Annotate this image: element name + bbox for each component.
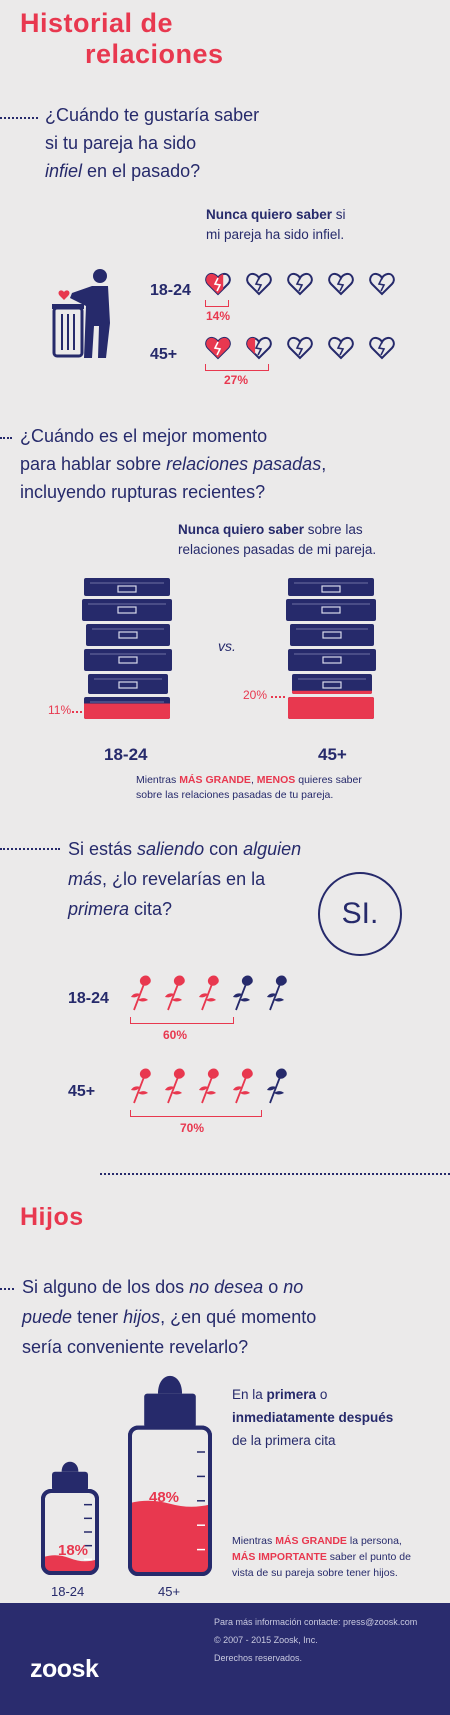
rose-icon xyxy=(233,1068,253,1104)
answer-badge: SI. xyxy=(318,872,402,956)
baby-bottle-18-24 xyxy=(41,1461,99,1575)
broken-heart-icon xyxy=(369,272,395,296)
rose-row-18-24 xyxy=(128,972,298,1017)
title-line-1: Historial de xyxy=(20,8,174,38)
hijos-footnote: Mientras MÁS GRANDE la persona, MÁS IMPO… xyxy=(232,1535,411,1579)
rose-row-45-plus xyxy=(128,1065,298,1110)
rose-icon xyxy=(131,975,151,1011)
footer: zoosk Para más información contacte: pre… xyxy=(0,1603,450,1715)
heart-row-18-24 xyxy=(205,272,410,301)
person-throwing-heart-icon xyxy=(52,269,110,358)
suitcase-icon xyxy=(88,674,168,694)
broken-heart-icon xyxy=(246,272,272,296)
rose-icon xyxy=(165,1068,185,1104)
percent-label: 18% xyxy=(58,1542,89,1559)
baby-bottle-45-plus xyxy=(128,1375,212,1576)
percent-label: 48% xyxy=(149,1489,180,1506)
q3-question: Si estás saliendo con alguien más, ¿lo r… xyxy=(68,839,302,919)
age-label-18-24: 18-24 xyxy=(68,990,109,1007)
age-label-18-24: 18-24 xyxy=(51,1584,85,1599)
zoosk-logo[interactable]: zoosk xyxy=(30,1655,99,1683)
suitcase-stack-45-plus xyxy=(286,578,376,719)
age-label-45-plus: 45+ xyxy=(158,1584,181,1599)
broken-heart-icon xyxy=(328,336,354,360)
suitcase-icon xyxy=(86,624,170,646)
percent-bracket xyxy=(205,364,269,371)
section-divider xyxy=(0,437,12,439)
broken-heart-icon xyxy=(328,272,354,296)
q2-footnote: Mientras MÁS GRANDE, MENOS quieres saber… xyxy=(136,774,362,801)
suitcase-icon xyxy=(286,599,376,621)
section-divider xyxy=(0,848,60,850)
percent-label: 27% xyxy=(224,373,249,387)
rose-icon xyxy=(131,1068,151,1104)
section-divider xyxy=(0,117,38,119)
broken-heart-icon xyxy=(246,336,272,360)
q2-question: ¿Cuándo es el mejor momento para hablar … xyxy=(20,426,327,502)
section-divider xyxy=(100,1173,450,1175)
broken-heart-icon xyxy=(205,272,231,296)
page-title: Historial de relaciones xyxy=(20,8,224,70)
heart-row-45-plus xyxy=(205,336,410,365)
percent-label: 60% xyxy=(163,1028,188,1042)
percent-bracket xyxy=(205,300,229,307)
age-label-18-24: 18-24 xyxy=(104,745,148,764)
footer-info: Para más información contacte: press@zoo… xyxy=(214,1617,418,1663)
percent-label: 20% xyxy=(243,688,268,702)
section-title-hijos: Hijos xyxy=(20,1203,84,1231)
broken-heart-icon xyxy=(287,336,313,360)
rose-icon xyxy=(267,975,287,1011)
suitcase-icon xyxy=(82,599,172,621)
section-divider xyxy=(0,1288,14,1290)
versus-label: vs. xyxy=(218,638,236,654)
q1-note: Nunca quiero saber si mi pareja ha sido … xyxy=(206,207,346,242)
q2-note: Nunca quiero saber sobre las relaciones … xyxy=(178,522,377,557)
suitcase-icon xyxy=(290,624,374,646)
hijos-note: En la primera o inmediatamente después d… xyxy=(232,1387,394,1448)
title-line-2: relaciones xyxy=(85,39,224,69)
rose-icon xyxy=(267,1068,287,1104)
suitcase-icon xyxy=(288,649,376,671)
rose-icon xyxy=(233,975,253,1011)
broken-heart-icon xyxy=(369,336,395,360)
percent-bracket xyxy=(130,1110,262,1117)
hijos-question: Si alguno de los dos no desea o no puede… xyxy=(22,1277,317,1357)
percent-label: 14% xyxy=(206,309,231,323)
suitcase-icon xyxy=(84,578,170,596)
percent-label: 11% xyxy=(48,703,72,717)
percent-label: 70% xyxy=(180,1121,205,1135)
rose-icon xyxy=(199,975,219,1011)
suitcase-icon xyxy=(84,649,172,671)
age-label-45-plus: 45+ xyxy=(150,346,178,363)
suitcase-stack-18-24 xyxy=(82,578,172,719)
broken-heart-icon xyxy=(205,336,231,360)
age-label-45-plus: 45+ xyxy=(318,745,347,764)
age-label-45-plus: 45+ xyxy=(68,1083,96,1100)
rose-icon xyxy=(165,975,185,1011)
suitcase-icon xyxy=(288,578,374,596)
age-label-18-24: 18-24 xyxy=(150,282,191,299)
rose-icon xyxy=(199,1068,219,1104)
percent-bracket xyxy=(130,1017,234,1024)
q1-question: ¿Cuándo te gustaría saber si tu pareja h… xyxy=(45,105,260,181)
broken-heart-icon xyxy=(287,272,313,296)
